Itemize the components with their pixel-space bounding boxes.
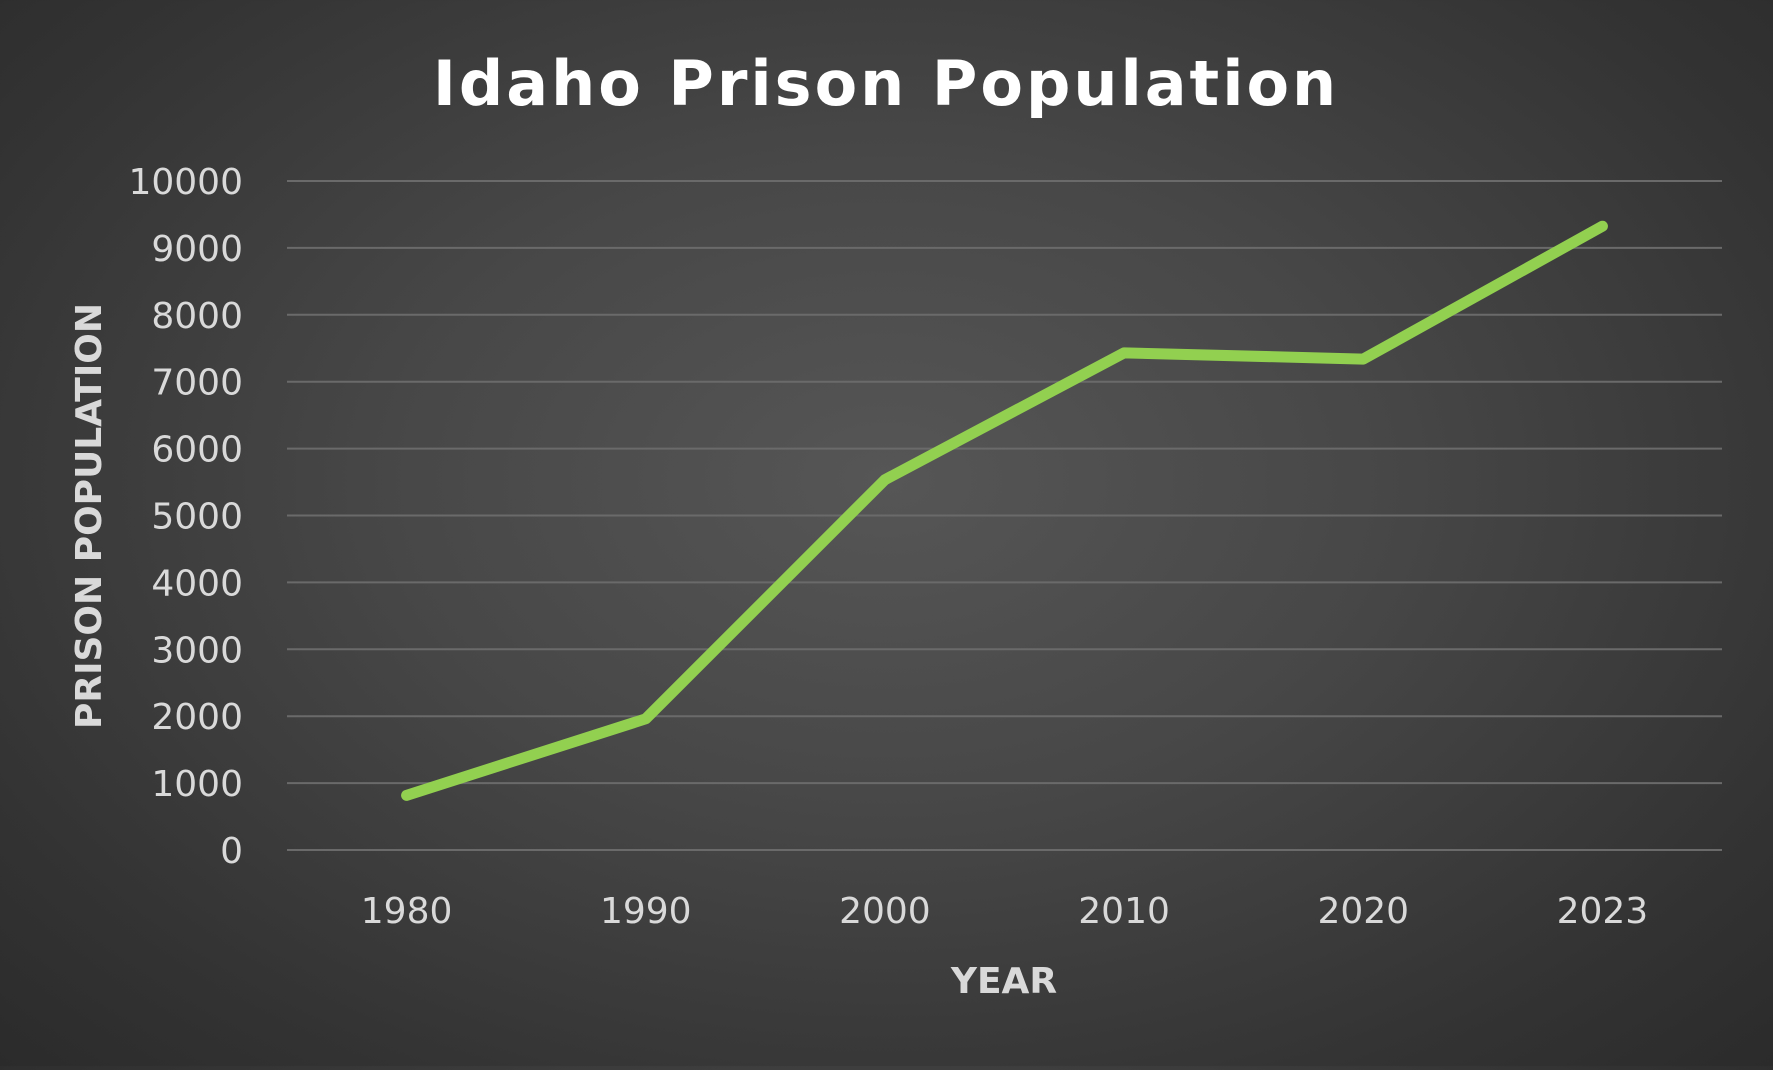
y-tick-label: 0 bbox=[220, 831, 243, 872]
y-tick-label: 1000 bbox=[151, 764, 243, 805]
x-axis-title: YEAR bbox=[950, 961, 1057, 1002]
y-tick-label: 8000 bbox=[151, 296, 243, 337]
y-axis-title: PRISON POPULATION bbox=[69, 303, 110, 729]
y-tick-label: 5000 bbox=[151, 497, 243, 538]
y-axis-ticks: 0 1000 2000 3000 4000 5000 6000 7000 8000 9000 100… bbox=[128, 162, 243, 872]
y-tick-label: 2000 bbox=[151, 697, 243, 738]
y-tick-label: 4000 bbox=[151, 563, 243, 604]
x-tick-label: 2023 bbox=[1557, 891, 1649, 932]
y-tick-label: 6000 bbox=[151, 430, 243, 471]
x-tick-label: 1980 bbox=[361, 891, 453, 932]
y-tick-label: 9000 bbox=[151, 229, 243, 270]
y-tick-label: 3000 bbox=[151, 630, 243, 671]
x-tick-label: 1990 bbox=[600, 891, 692, 932]
x-tick-label: 2010 bbox=[1078, 891, 1170, 932]
series-layer bbox=[406, 226, 1602, 795]
y-tick-label: 7000 bbox=[151, 363, 243, 404]
y-tick-label: 10000 bbox=[128, 162, 243, 203]
chart-title: Idaho Prison Population bbox=[433, 47, 1339, 120]
x-axis-ticks: 1980 1990 2000 2010 2020 2023 bbox=[361, 891, 1648, 932]
x-tick-label: 2020 bbox=[1317, 891, 1409, 932]
series-line-0 bbox=[407, 226, 1603, 795]
x-tick-label: 2000 bbox=[839, 891, 931, 932]
